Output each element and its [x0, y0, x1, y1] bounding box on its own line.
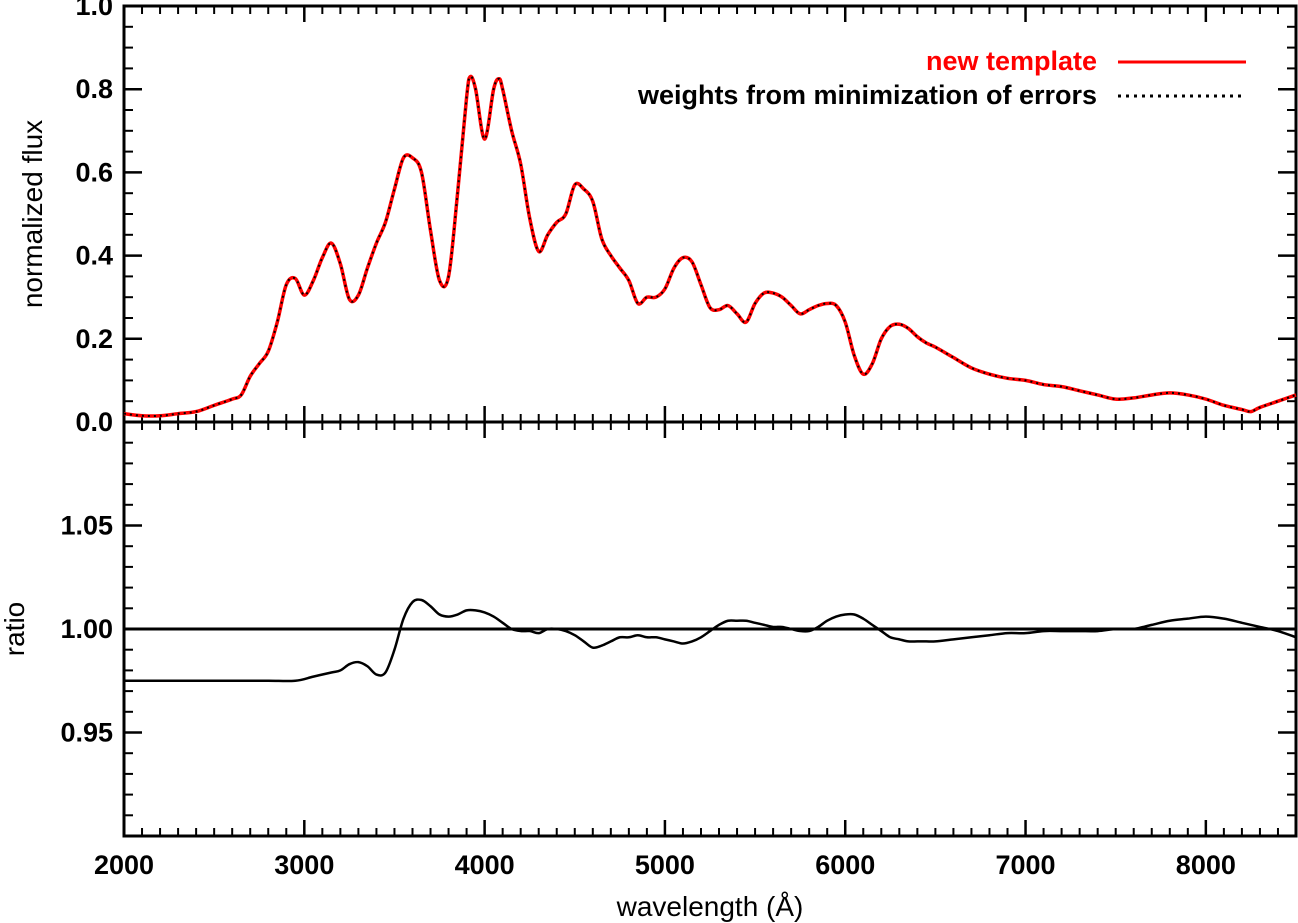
legend: new template weights from minimization o…	[637, 46, 1246, 110]
bottom-panel-series	[124, 598, 1297, 683]
top-y-tick-label: 0.8	[75, 74, 113, 104]
x-tick-label: 5000	[635, 850, 695, 880]
x-tick-label: 4000	[455, 850, 515, 880]
bottom-y-axis-title: ratio	[0, 602, 30, 656]
legend-label-new-template: new template	[926, 46, 1097, 76]
x-tick-label: 2000	[94, 850, 154, 880]
bottom-y-tick-label: 0.95	[60, 718, 113, 748]
series-line-minimization-weights	[123, 75, 1297, 418]
series-line-ratio	[124, 598, 1297, 683]
top-panel-ticks	[122, 4, 1296, 424]
top-y-tick-label: 0.4	[75, 241, 113, 271]
top-y-tick-label: 0.6	[75, 157, 113, 187]
top-y-tick-label: 0.0	[75, 407, 113, 437]
top-y-tick-labels: 0.0 0.2 0.4 0.6 0.8 1.0	[75, 0, 113, 437]
x-tick-label: 3000	[274, 850, 334, 880]
top-panel-series	[123, 74, 1297, 418]
top-y-tick-label: 1.0	[75, 0, 113, 21]
top-panel-frame	[122, 4, 1298, 424]
top-y-tick-label: 0.2	[75, 324, 113, 354]
top-y-axis-title: normalized flux	[17, 120, 48, 308]
bottom-y-tick-label: 1.05	[60, 511, 113, 541]
series-line-new-template	[123, 74, 1297, 418]
bottom-y-tick-label: 1.00	[60, 614, 113, 644]
bottom-y-tick-labels: 0.95 1.00 1.05	[60, 511, 113, 748]
x-tick-label: 6000	[815, 850, 875, 880]
x-tick-labels: 2000 3000 4000 5000 6000 7000 8000	[94, 850, 1236, 880]
x-axis-title: wavelength (Å)	[616, 891, 804, 922]
legend-label-minimization-weights: weights from minimization of errors	[637, 80, 1097, 110]
x-tick-label: 7000	[995, 850, 1055, 880]
x-tick-label: 8000	[1176, 850, 1236, 880]
